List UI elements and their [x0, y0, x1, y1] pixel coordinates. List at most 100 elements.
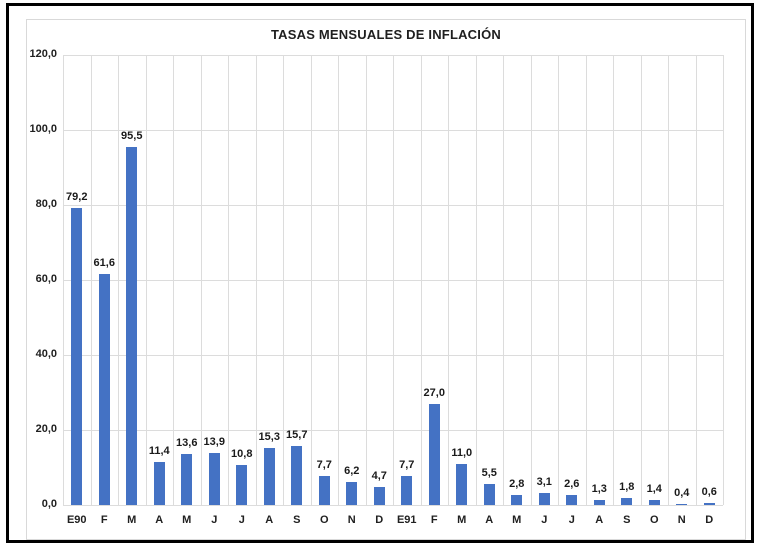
y-axis-label: 100,0	[29, 123, 57, 135]
bar	[126, 146, 138, 505]
gridline-vertical	[63, 55, 64, 505]
x-axis-label: M	[457, 514, 467, 526]
gridline-vertical	[475, 55, 477, 505]
bar-value-label: 15,7	[286, 429, 308, 442]
bar-value-label: 0,6	[701, 485, 717, 498]
x-axis-label: E90	[66, 514, 87, 526]
y-axis-label: 20,0	[35, 423, 57, 435]
gridline-vertical	[530, 55, 532, 505]
bar-value-label: 1,4	[646, 482, 662, 495]
bar-value-label: 11,4	[148, 445, 170, 458]
bar-value-label: 61,6	[93, 257, 115, 269]
gridline-vertical	[228, 55, 229, 505]
x-axis-label: F	[430, 514, 438, 526]
bar-value-label: 95,5	[121, 129, 143, 142]
plot-area: 0,0 20,0 40,0 60,0 80,0 100,0 120,0 79,2 E90 61,6…	[9, 6, 751, 540]
bar-value-label: 1,3	[591, 483, 607, 496]
gridline-vertical	[200, 55, 202, 505]
gridline-vertical	[255, 55, 257, 505]
bar	[71, 208, 83, 505]
x-axis-label: J	[568, 514, 575, 526]
chart-title: TASAS MENSUALES DE INFLACIÓN	[271, 27, 501, 42]
gridline-vertical	[310, 55, 312, 505]
x-axis-label: S	[293, 514, 301, 526]
x-axis-label: O	[319, 514, 329, 526]
x-axis-label: A	[485, 514, 494, 526]
bar	[566, 495, 578, 505]
bar	[538, 493, 550, 505]
gridline-vertical	[640, 55, 642, 505]
bar	[208, 452, 220, 505]
y-axis-label: 40,0	[35, 348, 57, 360]
bar-value-label: 27,0	[423, 386, 445, 399]
y-axis-label: 80,0	[35, 198, 57, 210]
gridline-vertical	[585, 55, 587, 505]
bar-value-label: 15,3	[258, 430, 280, 443]
bar-value-label: 11,0	[451, 446, 473, 459]
gridline-vertical	[613, 55, 614, 505]
gridline-horizontal	[63, 505, 723, 506]
bar	[373, 487, 385, 505]
bar-value-label: 10,8	[231, 447, 253, 460]
bar	[511, 494, 523, 505]
x-axis-label: D	[375, 514, 384, 526]
gridline-vertical	[420, 55, 422, 505]
gridline-vertical	[90, 55, 92, 505]
gridline-vertical	[173, 55, 174, 505]
bar-value-label: 6,2	[344, 464, 360, 477]
gridline-vertical	[393, 55, 394, 505]
y-axis-label: 120,0	[29, 48, 57, 60]
bar-value-label: 5,5	[481, 467, 497, 480]
bar	[456, 463, 468, 505]
bar-value-label: 2,8	[509, 477, 525, 490]
bar-value-label: 13,6	[176, 437, 198, 449]
bar-value-label: 4,7	[371, 470, 387, 483]
bar	[648, 499, 660, 505]
x-axis-label: M	[512, 514, 522, 526]
gridline-vertical	[558, 55, 559, 505]
x-axis-label: J	[211, 514, 218, 526]
x-axis-label: E91	[396, 514, 417, 526]
x-axis-label: A	[155, 514, 164, 526]
bar	[428, 403, 440, 505]
bar-value-label: 7,7	[316, 459, 332, 472]
bar	[621, 498, 633, 505]
y-axis-label: 60,0	[35, 273, 57, 285]
x-axis-label: N	[347, 514, 356, 526]
bar	[593, 500, 605, 505]
bar-value-label: 1,8	[619, 481, 635, 494]
bar	[181, 454, 193, 505]
bar	[236, 464, 248, 505]
bar	[483, 484, 495, 505]
bar	[703, 502, 715, 505]
x-axis-label: A	[265, 514, 274, 526]
gridline-vertical	[145, 55, 147, 505]
x-axis-label: D	[705, 514, 714, 526]
gridline-vertical	[365, 55, 367, 505]
bar-value-label: 0,4	[674, 486, 690, 499]
x-axis-label: A	[595, 514, 604, 526]
x-axis-label: J	[238, 514, 245, 526]
window-frame: TASAS MENSUALES DE INFLACIÓN 0,0 20,0 40,0…	[6, 3, 754, 543]
bar	[676, 503, 688, 505]
gridline-vertical	[695, 55, 697, 505]
x-axis-label: N	[677, 514, 686, 526]
bar-value-label: 79,2	[66, 191, 88, 203]
bar	[153, 462, 165, 505]
x-axis-label: F	[100, 514, 108, 526]
bar-value-label: 13,9	[203, 435, 225, 448]
bar-value-label: 2,6	[564, 478, 580, 491]
bar	[346, 481, 358, 505]
x-axis-label: S	[623, 514, 631, 526]
gridline-vertical	[283, 55, 284, 505]
x-axis-label: M	[127, 514, 137, 526]
bar-value-label: 3,1	[536, 476, 552, 489]
x-axis-label: M	[182, 514, 192, 526]
gridline-vertical	[723, 55, 724, 505]
bar	[263, 447, 275, 505]
gridline-vertical	[338, 55, 339, 505]
bar	[291, 446, 303, 505]
gridline-vertical	[118, 55, 119, 505]
bar	[318, 476, 330, 505]
gridline-vertical	[668, 55, 669, 505]
